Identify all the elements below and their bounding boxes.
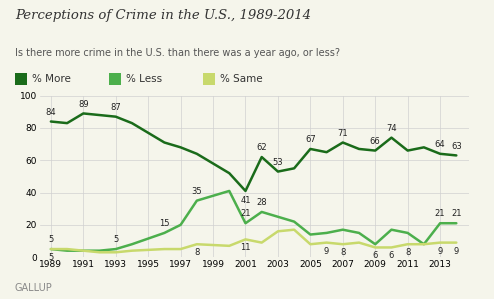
Text: 5: 5: [113, 235, 119, 244]
Text: 35: 35: [192, 187, 202, 196]
Text: 63: 63: [451, 141, 462, 151]
Text: 41: 41: [240, 196, 251, 205]
Text: 89: 89: [78, 100, 88, 109]
Text: 6: 6: [389, 251, 394, 260]
Text: 71: 71: [337, 129, 348, 138]
Text: 8: 8: [340, 248, 345, 257]
Text: 67: 67: [305, 135, 316, 144]
Text: 66: 66: [370, 137, 380, 146]
Text: Perceptions of Crime in the U.S., 1989-2014: Perceptions of Crime in the U.S., 1989-2…: [15, 9, 311, 22]
Text: 6: 6: [372, 251, 378, 260]
Text: 9: 9: [324, 247, 329, 256]
Text: 9: 9: [453, 247, 459, 256]
Text: % Less: % Less: [126, 74, 162, 84]
Text: Is there more crime in the U.S. than there was a year ago, or less?: Is there more crime in the U.S. than the…: [15, 48, 340, 58]
Text: 74: 74: [386, 124, 397, 133]
Text: GALLUP: GALLUP: [15, 283, 52, 293]
Text: 9: 9: [438, 247, 443, 256]
Text: 5: 5: [48, 235, 53, 244]
Text: 84: 84: [45, 108, 56, 117]
Text: 28: 28: [256, 198, 267, 207]
Text: 15: 15: [159, 219, 169, 228]
Text: 62: 62: [256, 143, 267, 152]
Text: 8: 8: [194, 248, 200, 257]
Text: 21: 21: [435, 209, 446, 218]
Text: % More: % More: [32, 74, 71, 84]
Text: 21: 21: [240, 209, 251, 218]
Text: 87: 87: [110, 103, 121, 112]
Text: % Same: % Same: [220, 74, 262, 84]
Text: 11: 11: [240, 243, 251, 252]
Text: 53: 53: [273, 158, 283, 167]
Text: 64: 64: [435, 140, 446, 149]
Text: 8: 8: [405, 248, 411, 257]
Text: 5: 5: [48, 253, 53, 262]
Text: 21: 21: [451, 209, 461, 218]
